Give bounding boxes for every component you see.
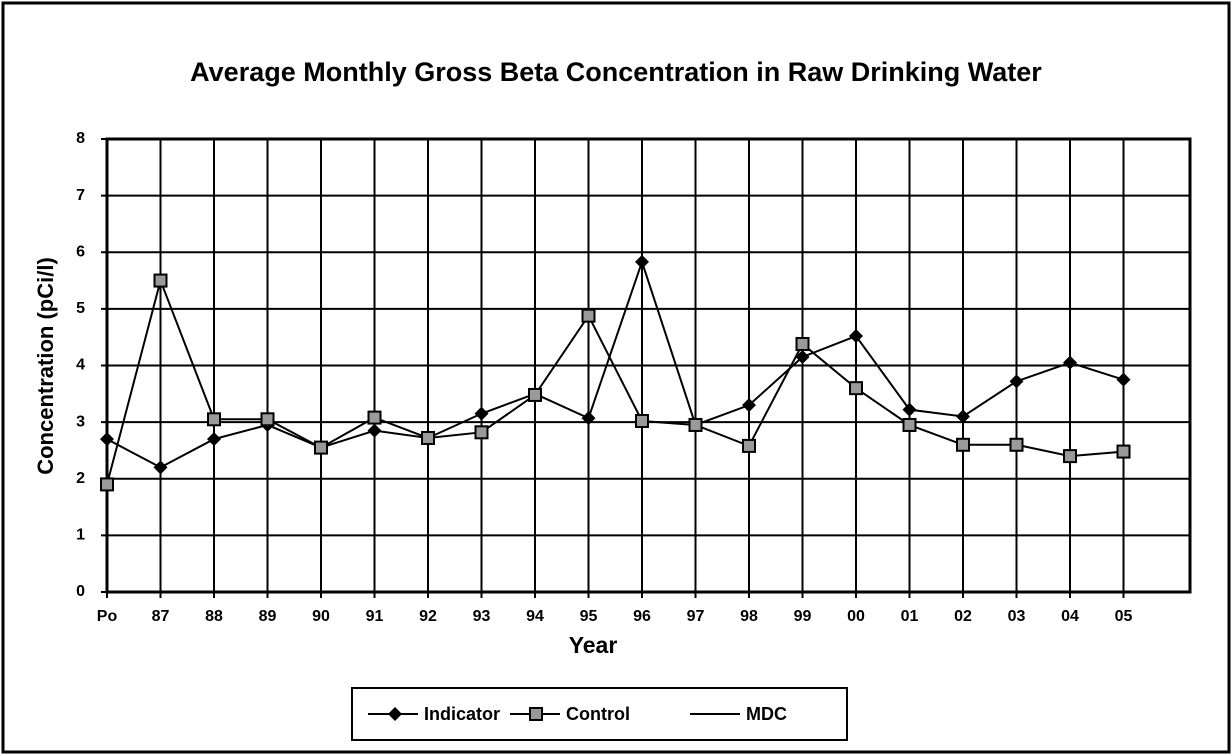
marker-square: [849, 381, 863, 396]
legend-marker: [388, 707, 402, 721]
x-tick-label: 96: [633, 608, 651, 625]
x-tick-label: 95: [580, 608, 598, 625]
marker-square: [795, 336, 810, 351]
marker-square: [421, 430, 435, 445]
x-tick-label: 99: [794, 608, 812, 625]
legend-label: Indicator: [424, 704, 500, 724]
marker-square: [902, 417, 917, 432]
x-tick-label: 93: [473, 608, 491, 625]
x-tick-label: 94: [526, 608, 544, 625]
x-tick-label: 03: [1008, 608, 1026, 625]
marker-diamond: [635, 254, 649, 269]
marker-diamond: [153, 460, 168, 475]
marker-diamond: [1116, 372, 1131, 387]
marker-diamond: [1009, 374, 1024, 389]
marker-square: [581, 308, 596, 323]
marker-square: [688, 417, 703, 432]
marker-square: [1063, 449, 1077, 464]
marker-diamond: [581, 411, 596, 426]
y-tick-label: 2: [76, 470, 85, 487]
y-tick-label: 1: [76, 527, 85, 544]
x-tick-label: 89: [259, 608, 277, 625]
marker-square: [100, 477, 114, 492]
marker-diamond: [742, 398, 756, 413]
x-tick-label: 87: [152, 608, 170, 625]
marker-square: [367, 410, 382, 425]
x-tick-label: 01: [901, 608, 919, 625]
y-tick-label: 3: [76, 413, 85, 430]
marker-diamond: [207, 432, 221, 447]
marker-diamond: [474, 406, 489, 421]
marker-square: [153, 273, 168, 288]
marker-square: [314, 440, 328, 455]
marker-square: [956, 437, 970, 452]
series-line: [106, 258, 1124, 469]
x-tick-label: Po: [97, 608, 118, 625]
marker-diamond: [849, 329, 863, 344]
marker-square: [207, 412, 221, 427]
legend-box: [351, 687, 848, 741]
x-tick-label: 98: [740, 608, 758, 625]
x-tick-label: 04: [1061, 608, 1079, 625]
marker-diamond: [956, 409, 970, 424]
legend-label: MDC: [746, 704, 787, 724]
x-tick-label: 02: [954, 608, 972, 625]
marker-diamond: [795, 350, 810, 365]
marker-diamond: [1063, 355, 1077, 370]
y-tick-label: 0: [76, 583, 85, 600]
plot-border: [105, 137, 1192, 594]
x-tick-label: 00: [847, 608, 865, 625]
marker-square: [528, 387, 542, 402]
x-tick-label: 97: [687, 608, 705, 625]
legend-marker: [529, 707, 543, 721]
marker-square: [742, 438, 756, 453]
marker-diamond: [367, 423, 382, 438]
x-tick-label: 90: [312, 608, 330, 625]
x-tick-label: 88: [205, 608, 223, 625]
y-tick-label: 5: [76, 300, 85, 317]
marker-square: [260, 412, 275, 427]
x-tick-label: 05: [1115, 608, 1133, 625]
marker-diamond: [100, 432, 114, 447]
marker-square: [474, 425, 489, 440]
marker-square: [635, 413, 649, 428]
x-axis-label: Year: [569, 632, 618, 658]
x-tick-label: 92: [419, 608, 437, 625]
y-tick-label: 4: [76, 357, 85, 374]
chart-title: Average Monthly Gross Beta Concentration…: [190, 57, 1042, 87]
y-tick-label: 8: [76, 130, 85, 147]
y-axis-label: Concentration (pCi/l): [33, 257, 58, 475]
legend-label: Control: [566, 704, 630, 724]
series-line: [106, 277, 1124, 485]
marker-diamond: [902, 402, 917, 417]
x-tick-label: 91: [366, 608, 384, 625]
marker-square: [1009, 437, 1024, 452]
marker-square: [1116, 444, 1131, 459]
y-tick-label: 7: [76, 187, 85, 204]
y-tick-label: 6: [76, 243, 85, 260]
